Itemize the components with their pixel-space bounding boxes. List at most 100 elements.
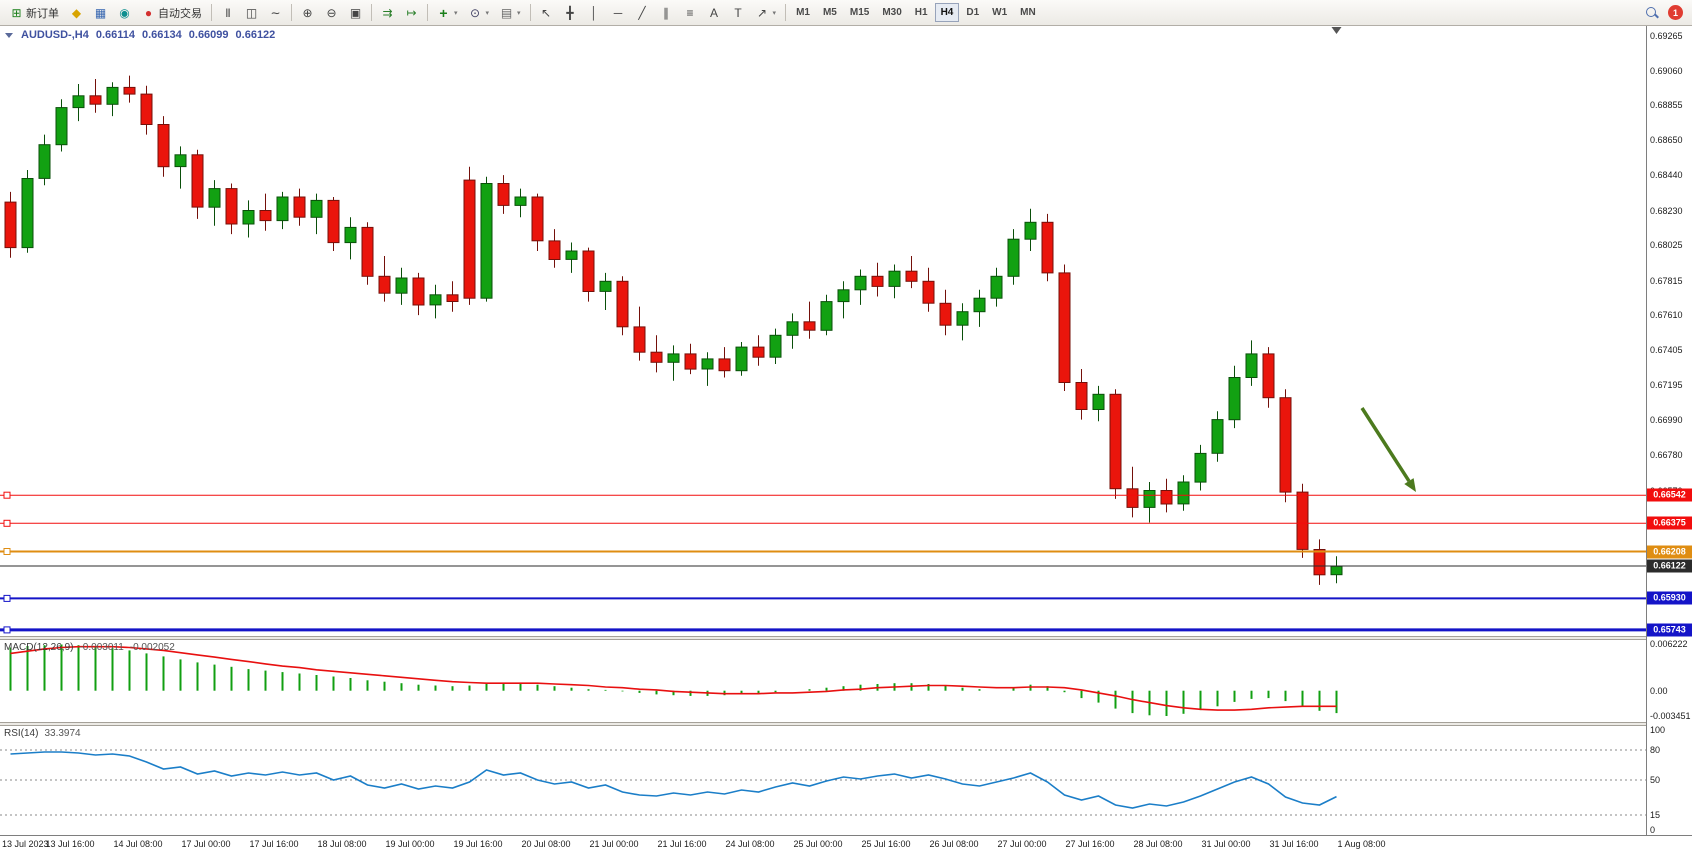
time-axis-label: 21 Jul 00:00 bbox=[589, 839, 639, 849]
tf-m30-button[interactable]: M30 bbox=[876, 3, 907, 22]
auto-scroll-icon: ⇉ bbox=[382, 5, 393, 20]
community-button[interactable]: ◉ bbox=[113, 2, 136, 23]
chart-ohlc-header: AUDUSD-,H4 0.66114 0.66134 0.66099 0.661… bbox=[5, 29, 275, 41]
price-chart-canvas[interactable] bbox=[0, 26, 1646, 636]
rsi-axis-label: 80 bbox=[1650, 745, 1661, 755]
rsi-canvas[interactable] bbox=[0, 726, 1646, 835]
macd-axis-label: -0.003451 bbox=[1650, 711, 1691, 722]
horizontal-line-button[interactable]: ─ bbox=[607, 2, 630, 23]
rsi-line bbox=[10, 751, 1337, 809]
vertical-line-button[interactable]: │ bbox=[583, 2, 606, 23]
toolbar-right: 1 bbox=[1646, 5, 1687, 20]
tf-m1-button[interactable]: M1 bbox=[790, 3, 816, 22]
time-axis-label: 19 Jul 16:00 bbox=[453, 839, 503, 849]
price-axis-label: 0.66780 bbox=[1650, 450, 1683, 460]
time-axis-label: 18 Jul 08:00 bbox=[317, 839, 367, 849]
trend-arrow-head bbox=[1404, 478, 1416, 492]
text-label-button[interactable]: T bbox=[727, 2, 750, 23]
indicators-button[interactable]: + ▾ bbox=[432, 2, 463, 23]
line-anchor[interactable] bbox=[3, 626, 11, 634]
one-click-trading-toggle[interactable] bbox=[5, 32, 13, 38]
line-anchor[interactable] bbox=[3, 594, 11, 602]
time-axis-label: 19 Jul 00:00 bbox=[385, 839, 435, 849]
trend-arrow-annotation[interactable] bbox=[1360, 407, 1411, 483]
arrows-icon: ↗ bbox=[757, 5, 768, 20]
tf-h1-label: H1 bbox=[914, 7, 928, 18]
new-order-button[interactable]: ⊞ 新订单 bbox=[5, 2, 64, 23]
horizontal-line-icon: ─ bbox=[613, 5, 623, 20]
bar-chart-button[interactable]: ||| bbox=[216, 2, 239, 23]
new-order-label: 新订单 bbox=[26, 7, 59, 20]
panel-splitter-macd[interactable] bbox=[0, 636, 1692, 640]
tf-h1-button[interactable]: H1 bbox=[909, 3, 934, 22]
candlestick-chart-button[interactable]: ◫ bbox=[240, 2, 263, 23]
line-anchor[interactable] bbox=[3, 519, 11, 527]
bar-chart-icon: ||| bbox=[225, 7, 230, 17]
low-value: 0.66099 bbox=[188, 29, 229, 41]
new-chart-button[interactable]: ▦ bbox=[89, 2, 112, 23]
tf-mn-button[interactable]: MN bbox=[1014, 3, 1042, 22]
time-axis-label: 27 Jul 16:00 bbox=[1065, 839, 1115, 849]
line-anchor[interactable] bbox=[3, 491, 11, 499]
time-axis-label: 26 Jul 08:00 bbox=[929, 839, 979, 849]
price-axis-label: 0.68025 bbox=[1650, 240, 1683, 251]
channel-icon: ∥ bbox=[663, 5, 670, 20]
chart-shift-button[interactable]: ↦ bbox=[400, 2, 423, 23]
fibonacci-button[interactable]: ≡ bbox=[679, 2, 702, 23]
time-axis-label: 27 Jul 00:00 bbox=[997, 839, 1047, 849]
channel-button[interactable]: ∥ bbox=[655, 2, 678, 23]
crosshair-icon: ╋ bbox=[566, 5, 574, 20]
tf-m5-button[interactable]: M5 bbox=[817, 3, 843, 22]
tile-windows-icon: ▣ bbox=[349, 5, 362, 20]
time-axis[interactable]: 13 Jul 2023 13 Jul 16:00 14 Jul 08:00 17 Ju… bbox=[0, 835, 1692, 853]
tf-m5-label: M5 bbox=[822, 7, 837, 18]
tf-m15-button[interactable]: M15 bbox=[844, 3, 875, 22]
new-chart-icon: ▦ bbox=[94, 5, 107, 20]
tf-d1-label: D1 bbox=[966, 7, 980, 18]
search-icon[interactable] bbox=[1646, 6, 1658, 19]
notification-badge[interactable]: 1 bbox=[1668, 5, 1683, 20]
tf-w1-button[interactable]: W1 bbox=[986, 3, 1013, 22]
tf-w1-label: W1 bbox=[992, 7, 1008, 18]
crosshair-button[interactable]: ╋ bbox=[559, 2, 582, 23]
price-axis-label: 0.66990 bbox=[1650, 414, 1683, 425]
auto-scroll-button[interactable]: ⇉ bbox=[376, 2, 399, 23]
line-chart-button[interactable]: ∼ bbox=[264, 2, 287, 23]
tf-mn-label: MN bbox=[1020, 7, 1036, 18]
templates-button[interactable]: ▤ ▾ bbox=[495, 2, 526, 23]
macd-canvas[interactable] bbox=[0, 640, 1646, 722]
macd-name: MACD(12,26,9) bbox=[4, 642, 74, 653]
tf-h4-button[interactable]: H4 bbox=[934, 3, 960, 22]
price-axis[interactable]: 0.69265 0.69060 0.68855 0.68650 0.68440 0.682… bbox=[1646, 26, 1692, 835]
cursor-button[interactable]: ↖ bbox=[535, 2, 558, 23]
line-anchor[interactable] bbox=[3, 548, 11, 555]
tf-m30-label: M30 bbox=[882, 7, 902, 18]
community-icon: ◉ bbox=[119, 5, 130, 20]
metaeditor-button[interactable]: ◆ bbox=[65, 2, 88, 23]
tf-d1-button[interactable]: D1 bbox=[960, 3, 985, 22]
chart-shift-marker[interactable] bbox=[1331, 27, 1342, 34]
trendline-icon: ╱ bbox=[638, 5, 646, 20]
periods-button[interactable]: ⊙ ▾ bbox=[464, 2, 495, 23]
text-button[interactable]: A bbox=[703, 2, 726, 23]
close-value: 0.66122 bbox=[235, 29, 276, 41]
time-axis-label: 25 Jul 00:00 bbox=[793, 839, 843, 849]
arrows-button[interactable]: ↗ ▾ bbox=[751, 2, 782, 23]
chevron-down-icon: ▾ bbox=[772, 9, 777, 17]
candles-layer bbox=[4, 75, 1343, 585]
time-axis-label: 28 Jul 08:00 bbox=[1133, 839, 1183, 849]
panel-splitter-rsi[interactable] bbox=[0, 722, 1692, 726]
toolbar-separator bbox=[371, 4, 372, 21]
trendline-button[interactable]: ╱ bbox=[631, 2, 654, 23]
metaeditor-icon: ◆ bbox=[71, 5, 82, 20]
chart-shift-icon: ↦ bbox=[406, 5, 417, 20]
toolbar-separator bbox=[529, 4, 531, 21]
auto-trading-button[interactable]: ● 自动交易 bbox=[137, 2, 207, 23]
rsi-axis-label: 50 bbox=[1650, 775, 1661, 785]
tile-windows-button[interactable]: ▣ bbox=[344, 2, 367, 23]
chart-window: AUDUSD-,H4 0.66114 0.66134 0.66099 0.661… bbox=[0, 26, 1692, 853]
zoom-out-button[interactable]: ⊖ bbox=[320, 2, 343, 23]
rsi-name: RSI(14) bbox=[4, 728, 39, 739]
zoom-in-button[interactable]: ⊕ bbox=[296, 2, 319, 23]
